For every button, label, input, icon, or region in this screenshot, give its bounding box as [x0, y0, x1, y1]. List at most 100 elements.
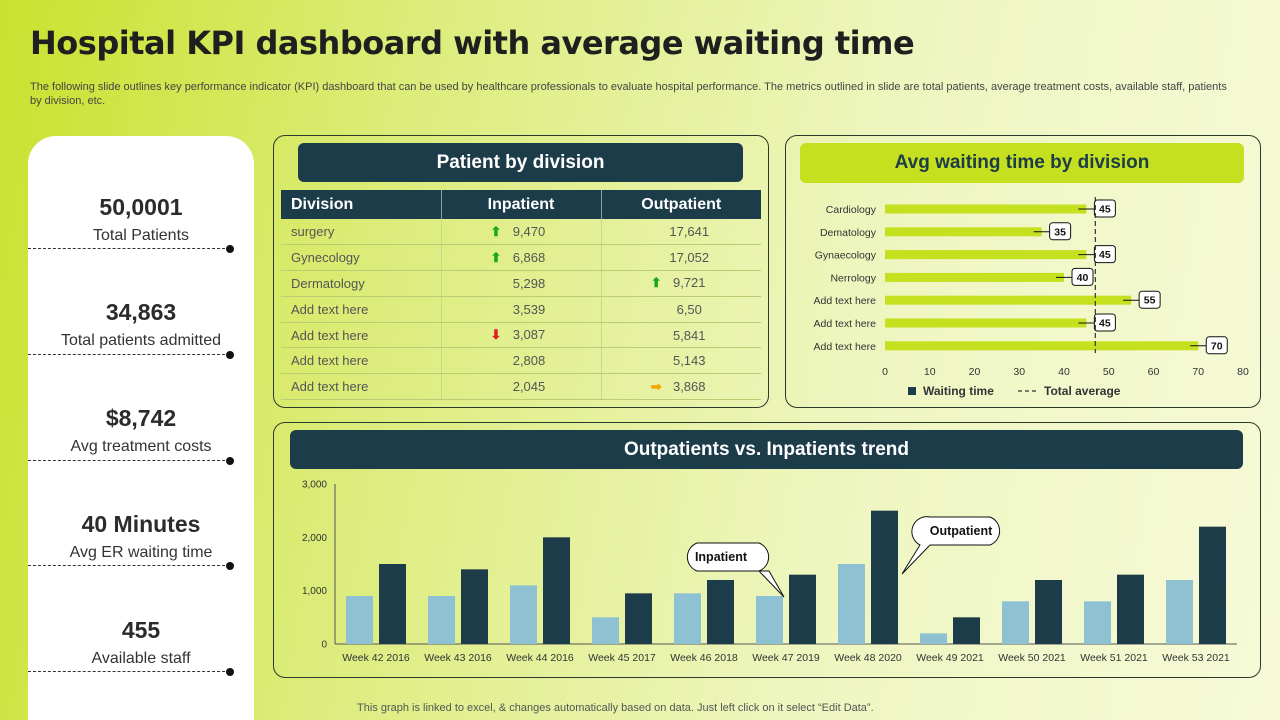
kpi-divider — [28, 460, 230, 461]
y-tick-label: 0 — [321, 640, 327, 651]
category-label: Dematology — [820, 227, 877, 239]
outpatient-value: 3,868 — [672, 378, 706, 394]
x-tick-label: Week 53 2021 — [1162, 652, 1230, 664]
kpi-divider — [28, 248, 230, 249]
outpatient-bar — [707, 580, 734, 644]
y-tick-label: 3,000 — [302, 480, 327, 491]
inpatient-value: 5,298 — [512, 275, 546, 291]
kpi-available-staff: 455 Available staff — [28, 617, 254, 668]
column-header-division: Division — [281, 190, 442, 219]
kpi-total-patients: 50,0001 Total Patients — [28, 194, 254, 245]
trend-panel-title: Outpatients vs. Inpatients trend — [290, 430, 1243, 469]
x-tick-label: Week 49 2021 — [916, 652, 984, 664]
outpatient-cell: 5,841 — [601, 322, 761, 349]
x-tick-label: Week 48 2020 — [834, 652, 902, 664]
category-label: Add text here — [814, 341, 877, 353]
inpatient-value: 6,868 — [512, 249, 546, 265]
inpatient-bar — [1084, 601, 1111, 644]
division-cell: Gynecology — [281, 244, 442, 272]
table-row: Gynecology ⬆ 6,868 17,052 — [281, 244, 761, 272]
table-row: Add text here ⬇ 3,087 5,841 — [281, 322, 761, 349]
category-label: Cardiology — [826, 204, 877, 216]
kpi-divider-dot — [226, 668, 234, 676]
outpatient-bar — [625, 593, 652, 644]
data-label-box — [1093, 245, 1116, 264]
x-tick-label: Week 50 2021 — [998, 652, 1066, 664]
bar — [885, 341, 1199, 351]
up-arrow-icon: ⬆ — [490, 249, 502, 265]
kpi-avg-er-waiting-time: 40 Minutes Avg ER waiting time — [28, 511, 254, 562]
inpatient-value: 2,808 — [512, 353, 546, 369]
inpatient-value: 9,470 — [512, 223, 546, 239]
outpatient-value: 6,50 — [676, 301, 702, 317]
waiting-time-chart: Cardiology 45 Dematology 35 Gynaecology 45 Ner… — [814, 197, 1249, 398]
x-tick-label: 20 — [969, 366, 981, 378]
data-label: 35 — [1054, 226, 1066, 238]
kpi-value: 40 Minutes — [81, 511, 201, 537]
inpatient-cell: 2,045 — [441, 373, 602, 401]
inpatient-cell: ⬆ 9,470 — [441, 219, 602, 246]
outpatient-bar — [1117, 574, 1144, 644]
inpatient-bar — [674, 593, 701, 644]
trend-chart: 0 1,000 2,000 3,000 Week 42 2016 Week 43 2016… — [302, 480, 1237, 664]
x-tick-label: 40 — [1058, 366, 1070, 378]
kpi-avg-treatment-costs: $8,742 Avg treatment costs — [28, 405, 254, 456]
bar — [885, 204, 1087, 214]
x-tick-label: 50 — [1103, 366, 1115, 378]
kpi-panel: 50,0001 Total Patients 34,863 Total pati… — [28, 136, 254, 720]
x-tick-label: Week 47 2019 — [752, 652, 820, 664]
kpi-value: 34,863 — [105, 299, 177, 325]
x-tick-label: Week 42 2016 — [342, 652, 410, 664]
table-row: Add text here 2,808 5,143 — [281, 347, 761, 375]
kpi-divider-dot — [226, 562, 234, 570]
inpatient-bar — [346, 596, 373, 644]
trend-panel — [273, 422, 1261, 678]
kpi-total-admitted: 34,863 Total patients admitted — [28, 299, 254, 350]
kpi-divider-dot — [226, 351, 234, 359]
outpatient-cell: 17,641 — [601, 219, 761, 246]
x-tick-label: 80 — [1237, 366, 1249, 378]
outpatient-bar — [543, 537, 570, 644]
data-label: 45 — [1099, 204, 1111, 216]
kpi-label: Avg treatment costs — [70, 438, 212, 455]
x-tick-label: Week 44 2016 — [506, 652, 574, 664]
kpi-label: Avg ER waiting time — [69, 544, 213, 561]
data-label-box — [1071, 267, 1094, 286]
table-row: Add text here 3,539 6,50 — [281, 296, 761, 323]
data-label-box — [1093, 313, 1116, 332]
data-label: 45 — [1099, 249, 1111, 261]
inpatient-cell: 3,539 — [441, 296, 602, 323]
inpatient-value: 2,045 — [512, 379, 546, 395]
kpi-label: Total patients admitted — [60, 332, 222, 349]
kpi-divider — [28, 671, 230, 672]
table-row: Add text here 2,045 ➡ 3,868 — [281, 373, 761, 401]
outpatient-bar — [871, 510, 898, 644]
outpatient-cell: ⬆ 9,721 — [601, 270, 761, 297]
footer-note: This graph is linked to excel, & changes… — [357, 702, 874, 714]
kpi-value: 50,0001 — [99, 194, 183, 220]
outpatient-value: 9,721 — [672, 275, 706, 291]
division-cell: Dermatology — [281, 270, 442, 297]
outpatient-value: 5,143 — [672, 353, 706, 369]
kpi-value: 455 — [121, 617, 161, 643]
column-header-inpatient: Inpatient — [441, 190, 602, 219]
outpatient-bar — [789, 574, 816, 644]
y-tick-label: 1,000 — [302, 586, 327, 597]
page-subtitle: The following slide outlines key perform… — [30, 81, 1227, 107]
x-tick-label: 70 — [1192, 366, 1204, 378]
outpatient-bar — [1199, 526, 1226, 644]
x-tick-label: 60 — [1148, 366, 1160, 378]
outpatient-bar — [379, 564, 406, 644]
inpatient-callout-label: Inpatient — [695, 550, 748, 564]
inpatient-cell: ⬆ 6,868 — [441, 244, 602, 272]
outpatient-value: 17,052 — [669, 250, 710, 266]
legend-swatch-waiting-time — [908, 387, 916, 395]
bar — [885, 227, 1042, 237]
division-cell: Add text here — [281, 347, 442, 375]
inpatient-bar — [756, 596, 783, 644]
outpatient-bar — [461, 569, 488, 644]
legend-label-total-average: Total average — [1044, 384, 1121, 398]
inpatient-cell: 2,808 — [441, 347, 602, 375]
data-label-box — [1093, 199, 1116, 218]
outpatient-callout-label: Outpatient — [930, 524, 993, 538]
